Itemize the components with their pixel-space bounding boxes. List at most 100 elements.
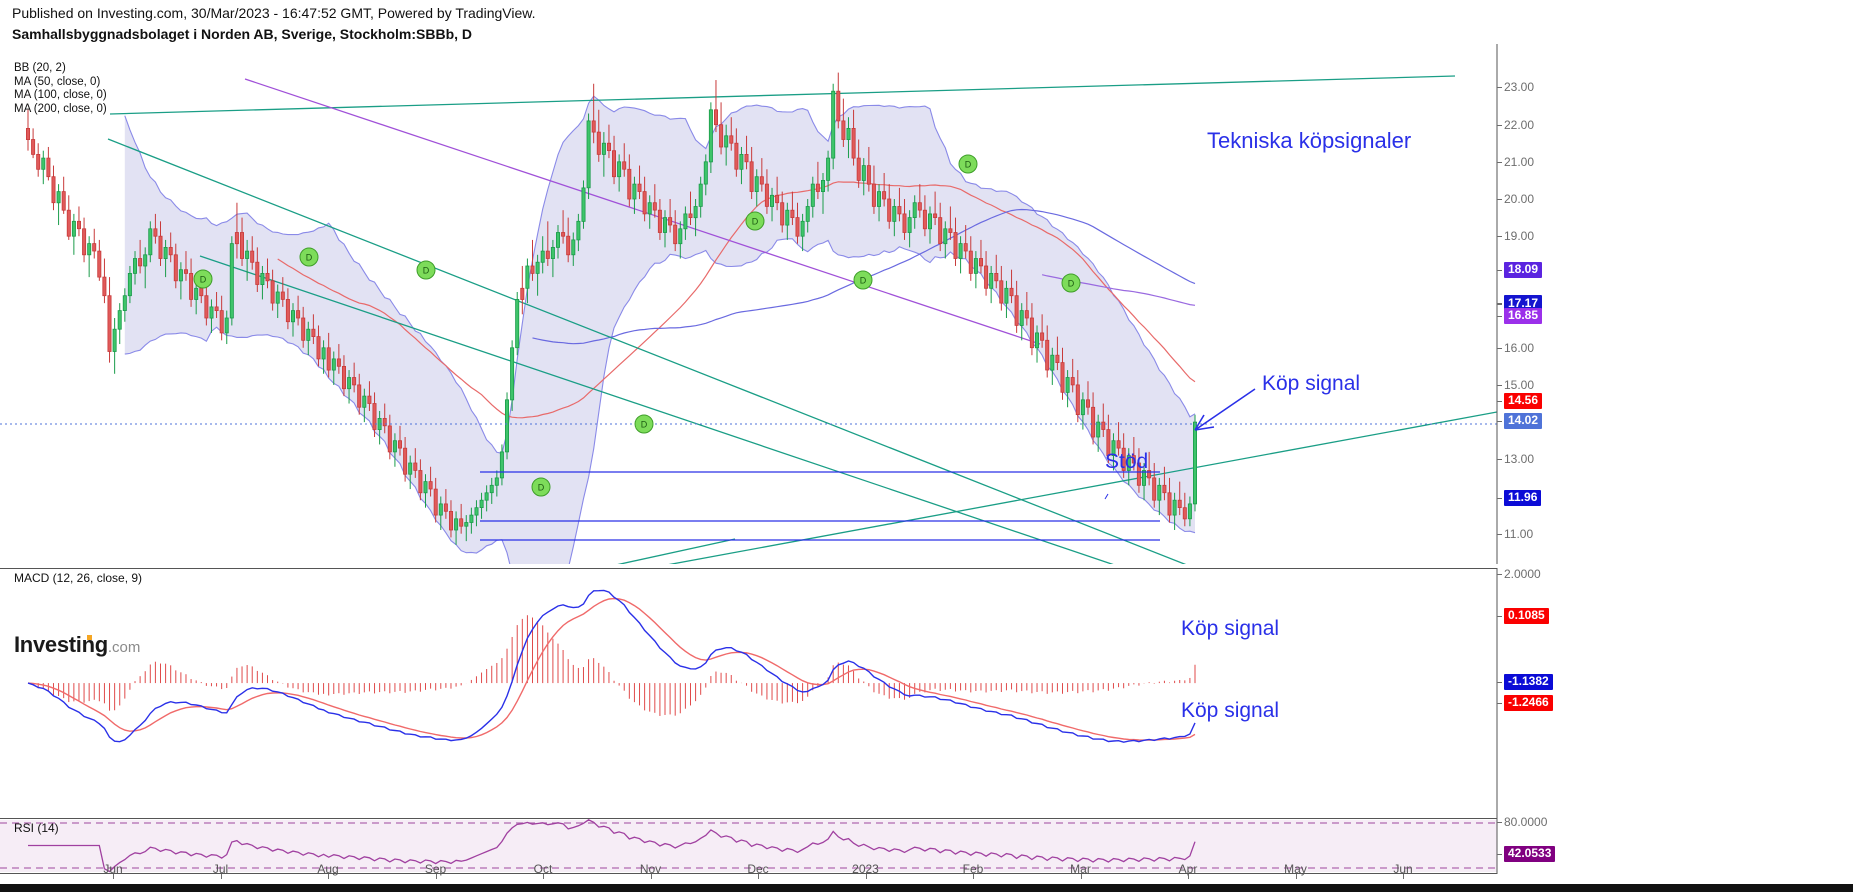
axis-tick: [1497, 384, 1502, 386]
axis-tick: [1497, 854, 1502, 855]
price-badge: 14.56: [1504, 393, 1543, 410]
signal-markers: D D D D D D D D D: [193, 154, 1081, 497]
published-line: Published on Investing.com, 30/Mar/2023 …: [12, 5, 536, 21]
axis-tick-label: 80.0000: [1504, 815, 1548, 829]
date-axis-tick: [543, 874, 544, 879]
price-badge: 14.02: [1504, 413, 1543, 430]
date-axis-label: Mar: [1070, 862, 1091, 876]
axis-tick-label: 23.00: [1504, 80, 1535, 95]
date-axis-tick: [758, 874, 759, 879]
svg-text:D: D: [641, 420, 648, 430]
bottom-bar: [0, 884, 1853, 892]
bollinger-band-fill: [124, 96, 1195, 564]
axis-tick-label: 19.00: [1504, 229, 1535, 244]
buy-signal-arrow: [1104, 388, 1256, 500]
macd-svg: [0, 568, 1498, 818]
svg-text:D: D: [200, 275, 207, 285]
date-axis-tick: [1080, 874, 1082, 879]
rsi-panel: 80.0000 42.0533: [0, 815, 1853, 874]
watermark-brand: Investing: [14, 632, 108, 657]
date-axis-label: Feb: [962, 862, 984, 876]
investing-watermark: Investing.com: [14, 632, 140, 658]
annotation-kop-signal-price: Köp signal: [1262, 372, 1361, 395]
price-badge: 16.85: [1504, 308, 1543, 325]
axis-tick-label: 16.00: [1504, 340, 1535, 355]
price-chart-svg: D D D D D D D D D: [0, 44, 1498, 564]
axis-tick: [1497, 822, 1502, 823]
svg-text:D: D: [1068, 279, 1075, 289]
rsi-legend-label: RSI (14): [14, 821, 59, 835]
price-badge: 0.1085: [1504, 608, 1549, 624]
macd-curves: [27, 589, 1196, 743]
axis-tick: [1497, 199, 1502, 201]
date-axis-label: Nov: [639, 862, 662, 876]
svg-text:D: D: [860, 276, 867, 286]
axis-tick-label: 11.00: [1504, 526, 1534, 541]
bb-legend-label: BB (20, 2): [14, 62, 66, 74]
axis-tick-label: 21.00: [1504, 154, 1535, 169]
horizontal-support-lines: [0, 423, 1497, 541]
axis-tick-label: 2.0000: [1504, 567, 1541, 581]
date-axis-tick: [328, 874, 329, 879]
svg-text:D: D: [538, 483, 545, 493]
axis-tick: [1497, 124, 1502, 126]
axis-tick-label: 15.00: [1504, 377, 1535, 392]
svg-text:D: D: [306, 253, 313, 263]
watermark-suffix: .com: [107, 639, 141, 656]
date-axis-tick: [1188, 874, 1189, 879]
watermark-dot: [87, 635, 92, 640]
candlestick-series: [25, 72, 1198, 545]
axis-tick: [1497, 304, 1502, 306]
axis-tick: [1497, 316, 1502, 318]
axis-tick-label: 13.00: [1504, 452, 1535, 467]
indicator-legend-price: BB (20, 2) MA (50, close, 0) MA (100, clos…: [14, 62, 107, 116]
ma200-legend-label: MA (200, close, 0): [14, 102, 107, 115]
svg-text:D: D: [752, 217, 759, 227]
date-axis-tick: [435, 874, 437, 879]
price-chart-panel: D D D D D D D D D 23.00 22.00 21.00 20.00 19.00 16.00…: [0, 44, 1853, 564]
annotation-kop-signal-macd: Köp signal: [1181, 617, 1280, 640]
svg-text:D: D: [423, 266, 430, 276]
date-axis-label: 2023: [852, 862, 879, 876]
rsi-svg: [0, 818, 1498, 874]
price-badge: -1.1382: [1504, 674, 1553, 690]
rsi-line: [28, 819, 1196, 873]
axis-tick: [1497, 347, 1502, 349]
axis-tick: [1497, 421, 1502, 423]
axis-tick: [1497, 574, 1502, 575]
symbol-title: Samhallsbyggnadsbolaget i Norden AB, Sve…: [12, 26, 473, 42]
annotation-kop-signal-rsi: Köp signal: [1181, 699, 1280, 722]
date-axis-label: Jul: [212, 862, 229, 876]
annotation-stod: Stöd: [1105, 450, 1149, 473]
axis-tick: [1497, 87, 1502, 89]
date-axis-label: Oct: [533, 862, 553, 876]
macd-panel: 2.0000 0.1085 -1.1382 -1.2466: [0, 567, 1853, 818]
price-badge: 11.96: [1504, 489, 1542, 506]
macd-legend-label: MACD (12, 26, close, 9): [14, 571, 143, 585]
date-axis-tick: [220, 874, 222, 879]
macd-histogram: [32, 615, 1196, 716]
date-axis-tick: [650, 874, 652, 879]
date-axis-label: Aug: [317, 862, 339, 876]
ma100-legend-label: MA (100, close, 0): [14, 89, 107, 101]
date-axis-label: Jun: [103, 862, 123, 876]
axis-tick: [1497, 533, 1502, 535]
date-axis-tick: [113, 874, 114, 879]
axis-tick: [1497, 497, 1502, 499]
axis-tick-label: 20.00: [1504, 192, 1535, 207]
price-badge: -1.2466: [1504, 695, 1553, 711]
axis-tick: [1497, 270, 1502, 272]
date-axis-tick: [1403, 874, 1404, 879]
axis-tick: [1497, 459, 1502, 461]
price-badge: 18.09: [1504, 262, 1543, 279]
date-axis-label: Sep: [424, 862, 447, 876]
trendlines: [107, 75, 1497, 564]
annotation-tekniska-kopsignaler: Tekniska köpsignaler: [1207, 128, 1412, 153]
axis-tick: [1497, 236, 1502, 238]
axis-tick-label: 22.00: [1504, 117, 1535, 132]
date-axis-tick: [1295, 874, 1297, 879]
date-axis-label: May: [1284, 862, 1307, 876]
axis-tick: [1497, 616, 1502, 617]
axis-tick: [1497, 302, 1502, 304]
